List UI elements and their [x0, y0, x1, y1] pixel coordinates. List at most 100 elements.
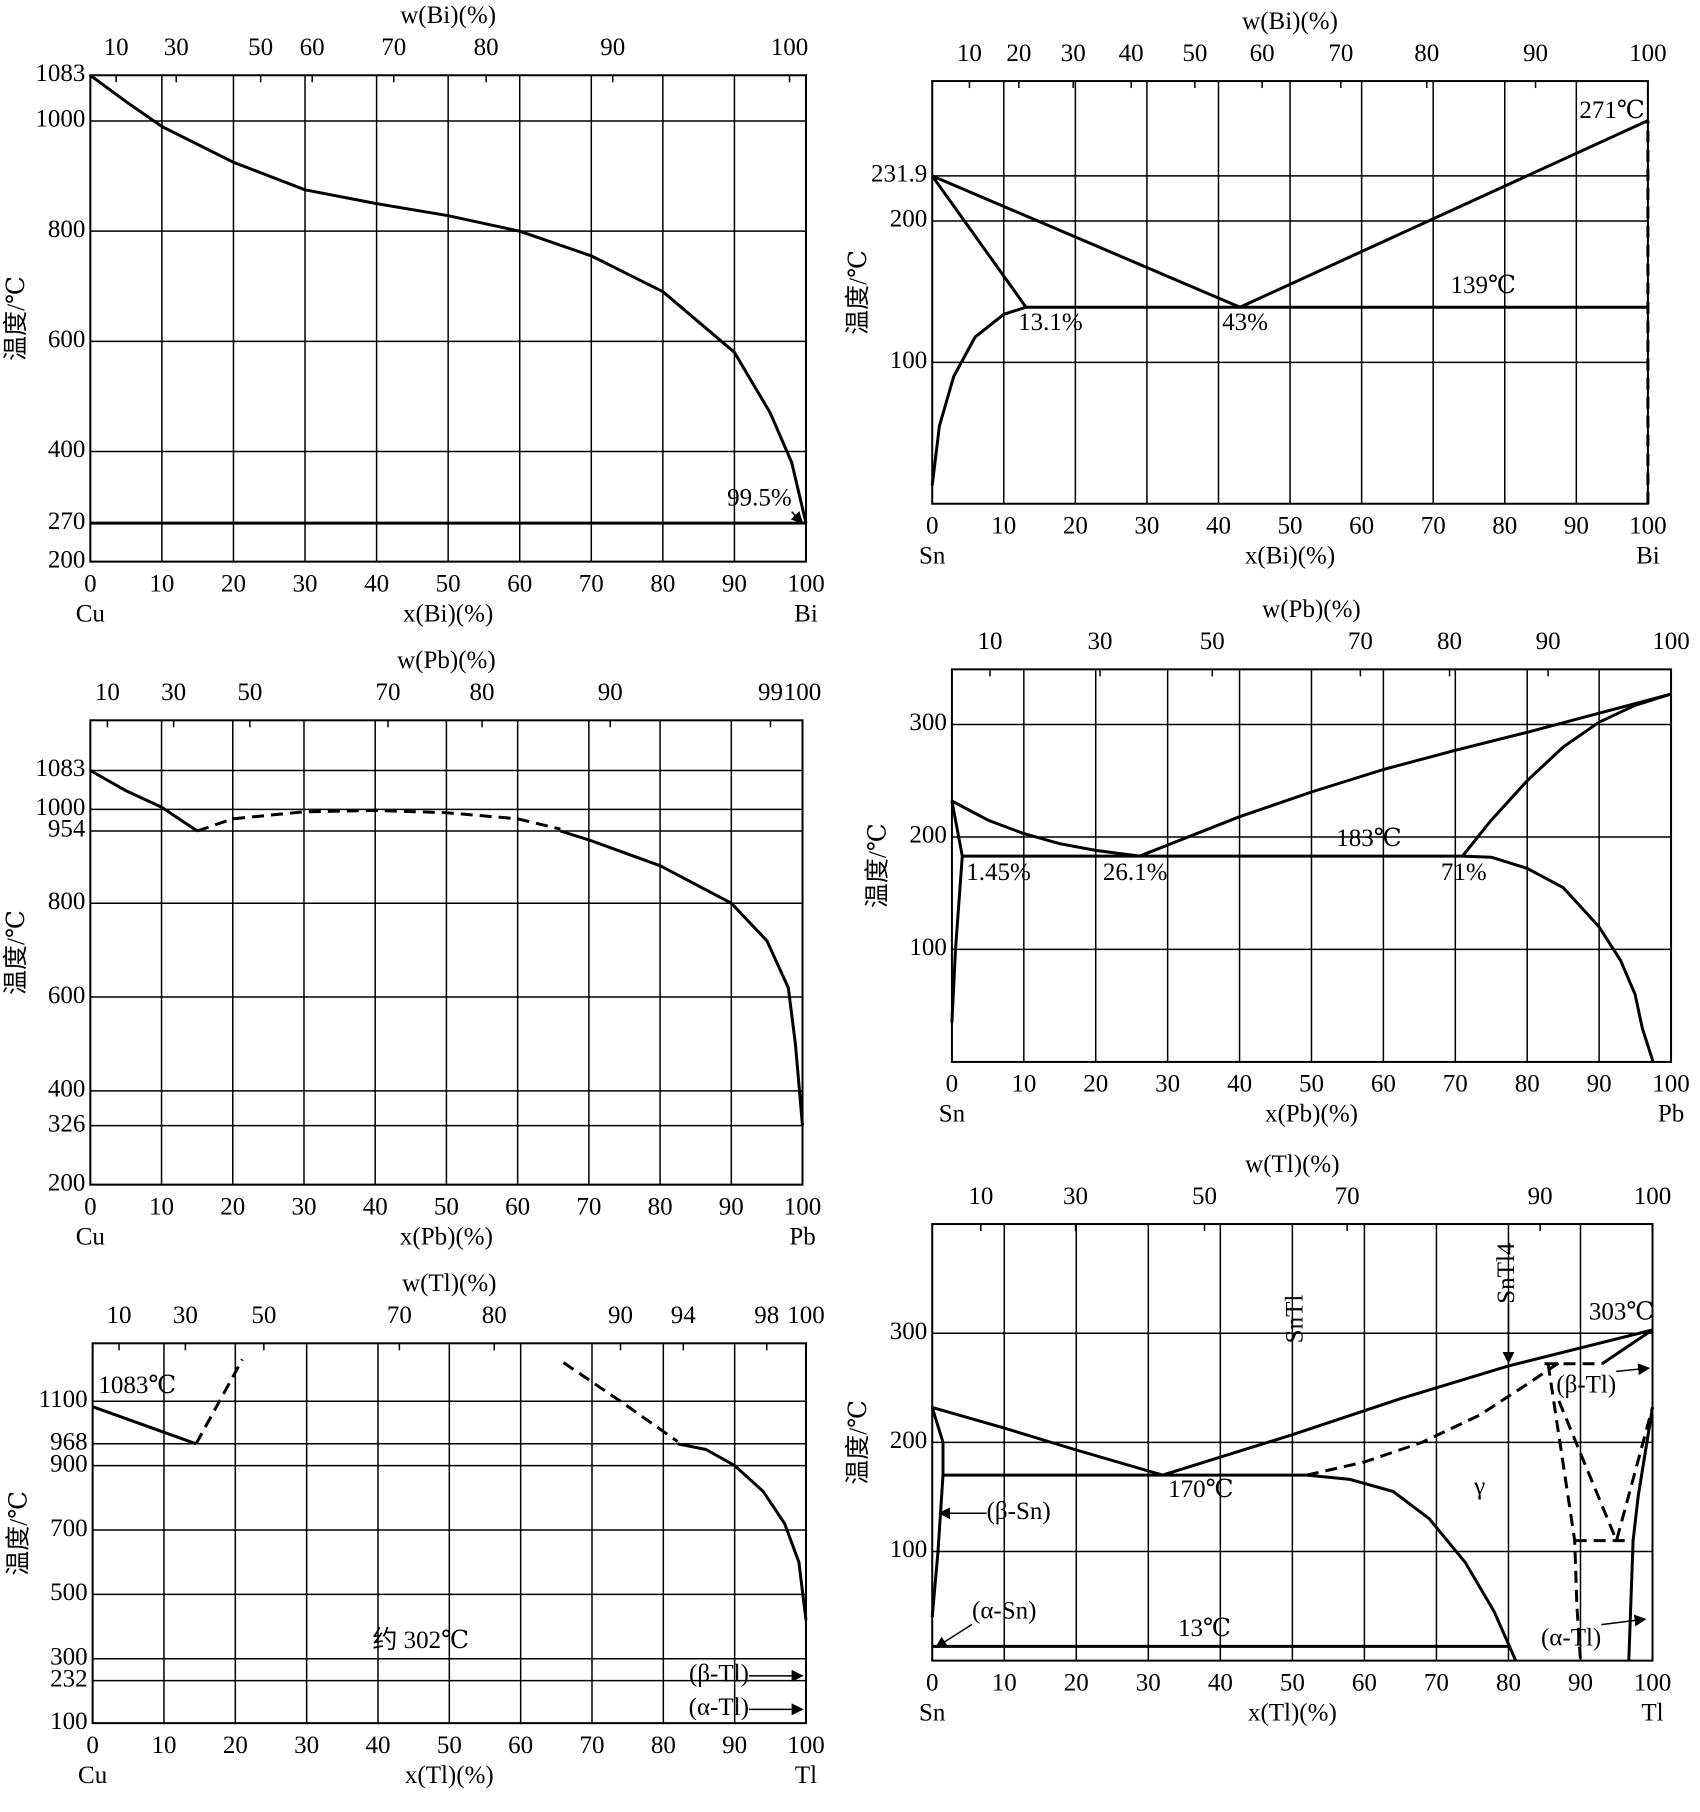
- phase-line: [950, 855, 964, 1023]
- phase-line: [89, 769, 199, 833]
- top-tick-label: 30: [161, 679, 186, 706]
- x-axis-label: x(Tl)(%): [405, 1762, 494, 1789]
- x-tick-label: 30: [294, 1732, 319, 1759]
- x-tick-label: 70: [579, 1732, 604, 1759]
- x-tick-label: 60: [1349, 512, 1374, 539]
- top-tick-label: 100: [787, 1302, 825, 1329]
- x-tick-label: 100: [1652, 1071, 1690, 1098]
- top-tick-label: 10: [95, 679, 120, 706]
- annotation: 183℃: [1336, 825, 1401, 852]
- annotation-arrow: [1601, 1614, 1647, 1627]
- top-tick-label: 100: [1634, 1183, 1672, 1210]
- top-tick-label: 80: [1414, 40, 1439, 67]
- right-element: Tl: [1641, 1699, 1663, 1726]
- top-tick-label: 70: [387, 1302, 412, 1329]
- annotation: 13℃: [1178, 1615, 1231, 1642]
- left-element: Cu: [76, 1223, 106, 1250]
- x-tick-label: 100: [787, 1732, 825, 1759]
- y-tick-label: 1100: [39, 1386, 88, 1413]
- top-tick-label: 80: [1437, 628, 1462, 655]
- top-tick-label: 50: [237, 679, 262, 706]
- y-tick-label: 800: [48, 888, 86, 915]
- phase-line: [1627, 1407, 1654, 1661]
- y-tick-label: 270: [48, 508, 86, 535]
- x-tick-label: 60: [1352, 1669, 1377, 1696]
- y-tick-label: 400: [48, 436, 86, 463]
- x-tick-label: 0: [926, 1669, 939, 1696]
- y-tick-label: 1000: [35, 106, 85, 133]
- annotation: (α-Sn): [972, 1597, 1036, 1624]
- phase-line: [931, 1405, 1164, 1477]
- y-tick-label: 600: [48, 326, 86, 353]
- top-tick-label: 50: [1192, 1183, 1217, 1210]
- x-tick-label: 60: [508, 1732, 533, 1759]
- y-tick-label: 231.9: [871, 161, 927, 188]
- top-tick-label: 90: [600, 34, 625, 61]
- annotation: (α-Tl): [1541, 1625, 1601, 1652]
- x-tick-label: 10: [151, 1732, 176, 1759]
- top-axis-label: w(Pb)(%): [1262, 596, 1361, 623]
- x-tick-label: 10: [1011, 1071, 1036, 1098]
- x-tick-label: 10: [149, 1193, 174, 1220]
- top-tick-label: 99: [758, 679, 783, 706]
- x-tick-label: 0: [926, 512, 939, 539]
- top-tick-label: 70: [376, 679, 401, 706]
- top-tick-label: 40: [1119, 40, 1144, 67]
- x-tick-label: 80: [1496, 1669, 1521, 1696]
- x-tick-label: 20: [1063, 512, 1088, 539]
- phase-line: [1601, 1328, 1654, 1366]
- x-tick-label: 100: [1629, 512, 1667, 539]
- x-axis-label: x(Bi)(%): [1245, 542, 1335, 569]
- top-tick-label: 30: [1063, 1183, 1088, 1210]
- x-tick-label: 80: [648, 1193, 673, 1220]
- x-tick-label: 80: [1492, 512, 1517, 539]
- y-tick-label: 100: [50, 1708, 88, 1735]
- phase-line: [1461, 692, 1672, 858]
- x-tick-label: 90: [722, 570, 747, 597]
- top-tick-label: 60: [300, 34, 325, 61]
- y-tick-label: 954: [48, 816, 86, 843]
- top-tick-label: 10: [957, 40, 982, 67]
- phase-line: [930, 175, 1028, 309]
- annotation: 99.5%: [727, 485, 792, 512]
- annotation-arrow: [1616, 1363, 1651, 1376]
- top-tick-label: 80: [470, 679, 495, 706]
- x-tick-label: 20: [221, 570, 246, 597]
- x-tick-label: 100: [784, 1193, 822, 1220]
- x-tick-label: 90: [719, 1193, 744, 1220]
- y-tick-label: 200: [890, 206, 928, 233]
- y-tick-label: 200: [890, 1427, 928, 1454]
- top-tick-label: 98: [754, 1302, 779, 1329]
- left-element: Sn: [919, 542, 946, 569]
- top-axis-label: w(Tl)(%): [1245, 1151, 1339, 1178]
- y-axis-label: 温度/℃: [4, 1491, 32, 1576]
- dashed-phase-line: [1306, 1361, 1560, 1477]
- annotation: 43%: [1222, 309, 1268, 336]
- y-tick-label: 1083: [35, 755, 85, 782]
- top-tick-label: 20: [1006, 40, 1031, 67]
- y-tick-label: 800: [48, 216, 86, 243]
- phase-line: [950, 800, 964, 857]
- annotation: 303℃: [1589, 1298, 1654, 1325]
- x-tick-label: 40: [363, 1193, 388, 1220]
- top-tick-label: 90: [1536, 628, 1561, 655]
- y-tick-label: 600: [48, 982, 86, 1009]
- annotation: 13.1%: [1018, 309, 1083, 336]
- x-tick-label: 60: [505, 1193, 530, 1220]
- top-tick-label: 10: [107, 1302, 132, 1329]
- x-tick-label: 70: [579, 570, 604, 597]
- annotation: γ: [1473, 1473, 1485, 1500]
- top-tick-label: 70: [1328, 40, 1353, 67]
- dashed-phase-line: [1546, 1363, 1582, 1661]
- top-tick-label: 30: [1061, 40, 1086, 67]
- phase-line: [89, 74, 808, 524]
- top-tick-label: 80: [482, 1302, 507, 1329]
- x-tick-label: 30: [1136, 1669, 1161, 1696]
- x-tick-label: 30: [1155, 1071, 1180, 1098]
- x-tick-label: 70: [1421, 512, 1446, 539]
- left-element: Cu: [76, 600, 106, 627]
- phase-line: [92, 1405, 197, 1446]
- phase-line: [930, 305, 1027, 486]
